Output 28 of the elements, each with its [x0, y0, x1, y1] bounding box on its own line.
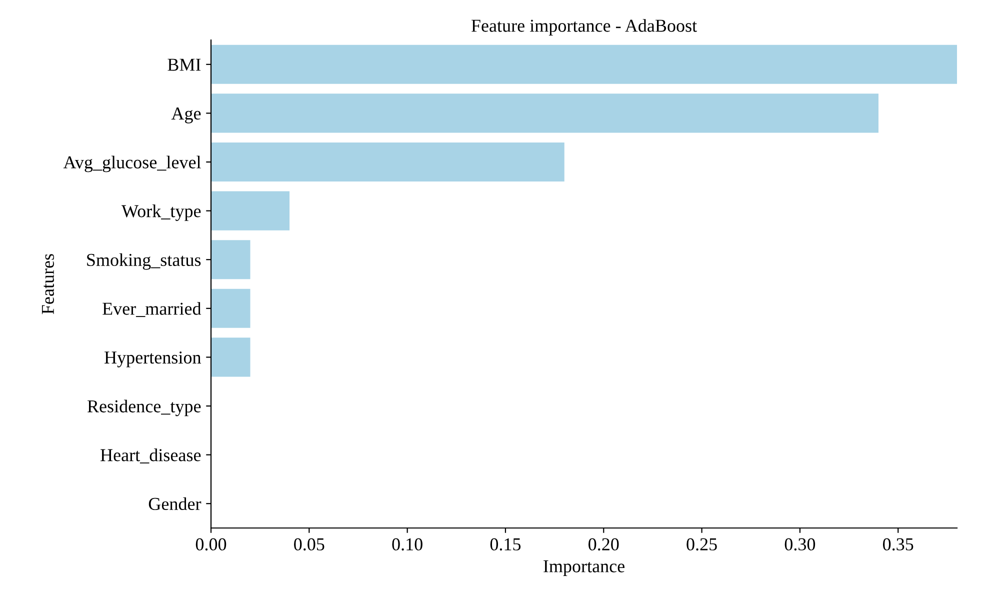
y-tick-label: Avg_glucose_level [63, 156, 201, 172]
y-tick-label: BMI [168, 58, 201, 71]
x-tick-label: 0.20 [588, 538, 619, 551]
bar [211, 288, 250, 328]
x-tick-label: 0.25 [686, 538, 717, 551]
x-tick-label: 0.15 [490, 538, 521, 551]
y-tick-label: Hypertension [104, 351, 201, 368]
bar [211, 44, 957, 84]
y-tick-label: Smoking_status [87, 253, 201, 270]
x-axis-title: Importance [544, 560, 624, 576]
y-tick-label: Age [171, 108, 201, 124]
y-tick-label: Heart_disease [100, 448, 201, 464]
chart-title: Feature importance - AdaBoost [471, 19, 697, 36]
y-tick-label: Work_type [122, 204, 201, 221]
bar [211, 191, 290, 230]
y-tick-label: Gender [148, 497, 202, 510]
x-tick-label: 0.10 [392, 538, 422, 551]
x-tick-label: 0.05 [294, 538, 324, 551]
bar [211, 142, 564, 182]
x-tick-label: 0.30 [784, 538, 816, 551]
y-axis-title: Features [42, 254, 54, 314]
x-tick-label: 0.35 [882, 538, 914, 551]
bar [211, 94, 878, 133]
bar [211, 338, 250, 377]
bar [211, 240, 250, 280]
y-tick-label: Ever_married [102, 302, 202, 317]
y-tick-label: Residence_type [87, 400, 201, 416]
x-tick-label: 0.00 [196, 538, 226, 551]
